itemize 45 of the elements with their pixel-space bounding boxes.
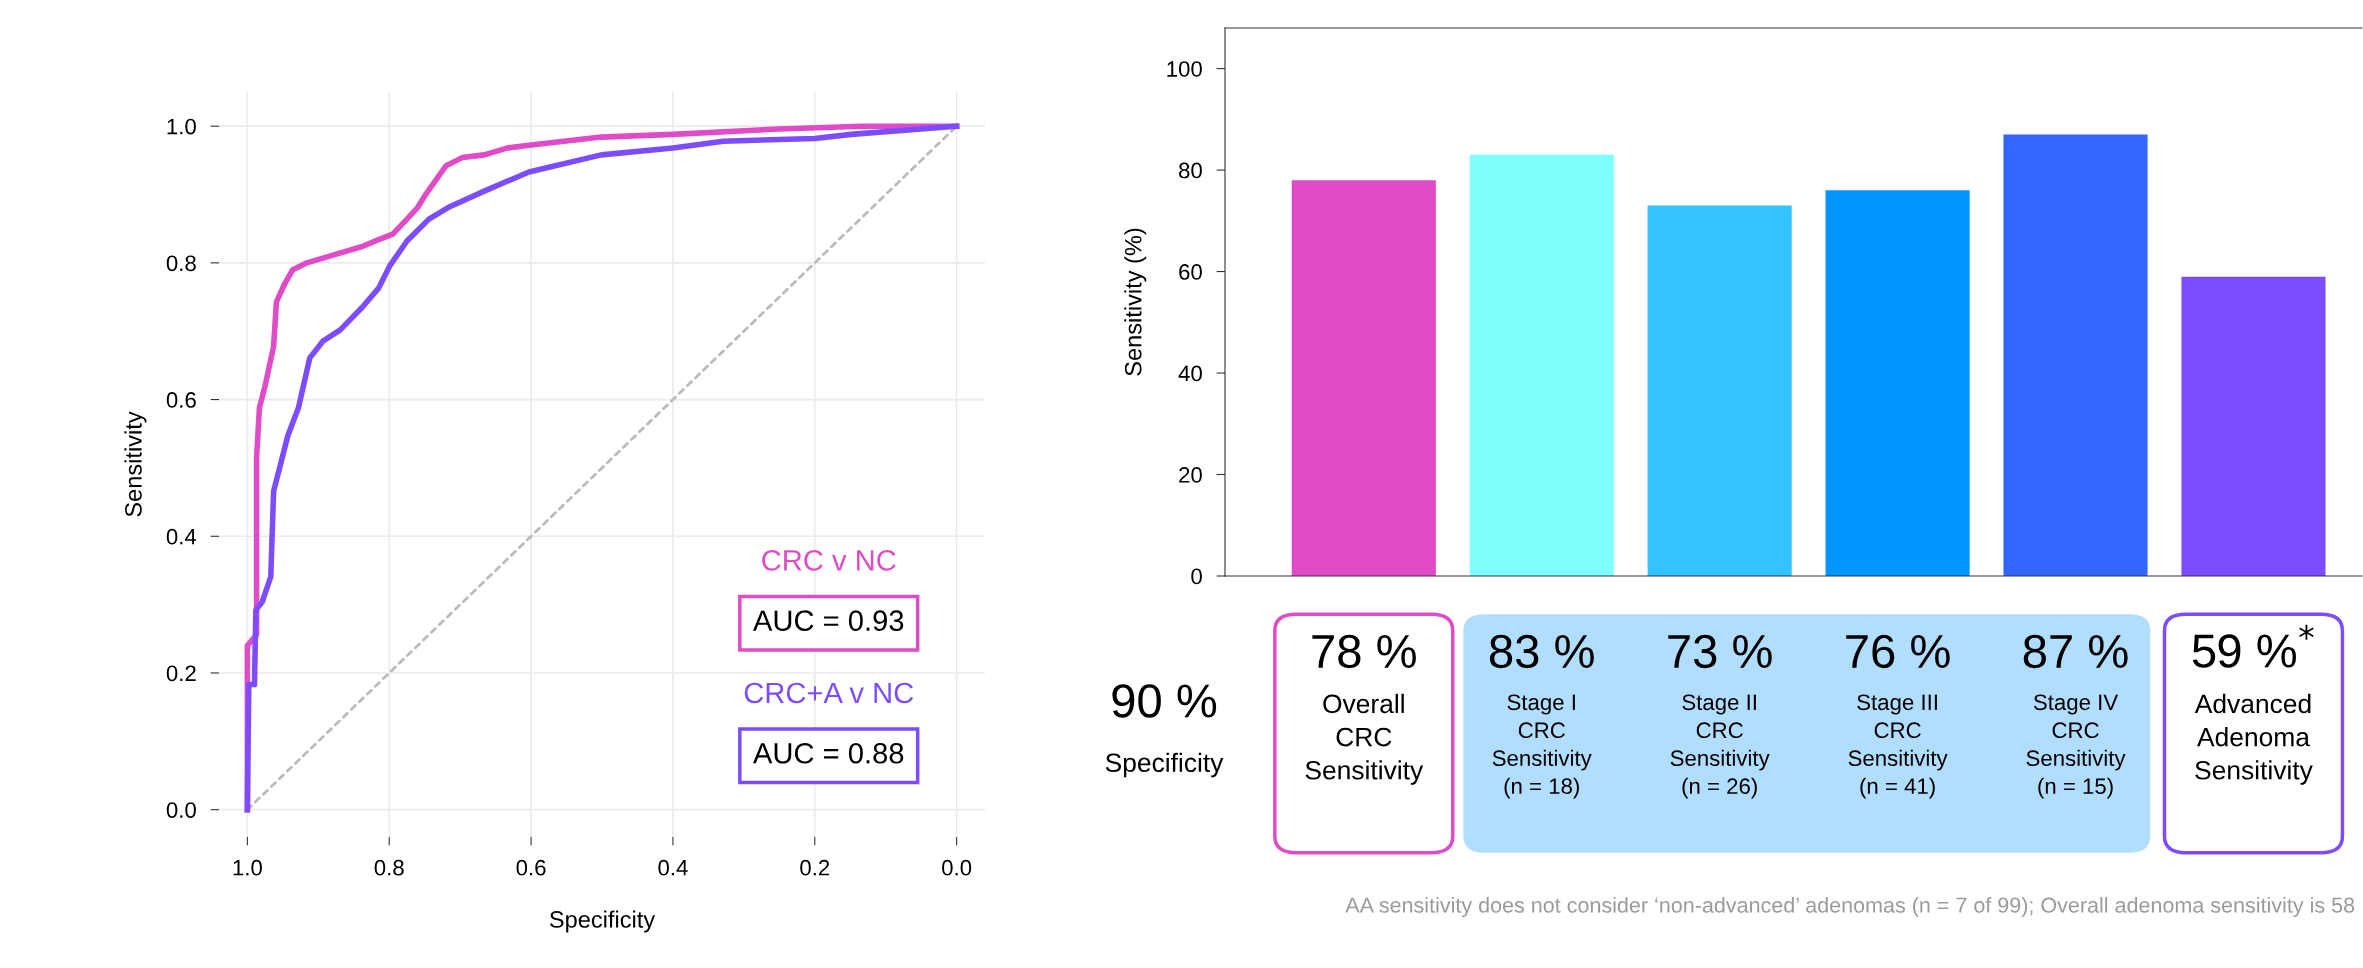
bar <box>2003 134 2148 576</box>
data-label: 87 % <box>2023 634 2128 669</box>
text: CRC v NC <box>762 550 896 571</box>
y-tick-label: 0 <box>1191 568 1202 585</box>
x-tick-label: Stage IV CRC Sensitivity (n = 15) <box>2026 694 2126 799</box>
x-tick-label: Stage I CRC Sensitivity (n = 18) <box>1492 694 1592 799</box>
y-tick-label: 0.0 <box>166 802 196 818</box>
x-tick-label: Stage III CRC Sensitivity (n = 41) <box>1848 694 1948 799</box>
y-tick-label: 0.6 <box>166 392 196 408</box>
text: AA sensitivity does not consider ‘non-advanced’ adenomas (n = 7 of 99); Overall adenoma sensitivity is 58 <box>1345 896 2355 918</box>
data-label: 73 % <box>1668 634 1772 669</box>
bar <box>1825 190 1970 576</box>
x-tick-label: 0.0 <box>942 859 972 876</box>
y-tick-label: 0.8 <box>166 255 196 272</box>
y-tick-label: 0.4 <box>166 528 197 545</box>
data-label: 83 % <box>1489 634 1594 669</box>
x-tick-label: 0.8 <box>374 859 404 876</box>
data-label: 59 %$^{*}$ <box>2192 624 2314 668</box>
annotation: AUC = 0.88 <box>753 742 904 764</box>
y-tick-label: 20 <box>1179 467 1202 483</box>
bar <box>2181 276 2326 576</box>
x-tick-label: Overall CRC Sensitivity <box>1305 693 1424 785</box>
bar <box>1469 154 1614 576</box>
y-tick-label: 80 <box>1179 162 1202 179</box>
x-tick-label: 1.0 <box>233 859 262 876</box>
data-label: 76 % <box>1846 634 1950 669</box>
text: 90 % Specificity <box>1105 684 1224 778</box>
bar <box>1647 205 1792 576</box>
x-tick-label: 0.6 <box>516 859 546 876</box>
x-tick-label: 0.2 <box>800 859 830 876</box>
y-axis-title: Sensitivity (%) <box>1124 228 1147 376</box>
data-label: 78 % <box>1312 634 1416 669</box>
x-tick-label: 0.4 <box>658 859 688 876</box>
annotation: AUC = 0.93 <box>753 610 904 632</box>
y-tick-label: 1.0 <box>167 118 196 135</box>
text: CRC+A v NC <box>744 682 914 704</box>
x-axis-title: Specificity <box>549 910 656 933</box>
y-tick-label: 40 <box>1178 365 1202 382</box>
x-tick-label: Advanced Adenoma Sensitivity <box>2194 693 2313 785</box>
y-axis-title: Sensitivity <box>124 411 147 517</box>
y-tick-label: 60 <box>1179 264 1202 280</box>
y-tick-label: 0.2 <box>166 665 196 682</box>
bar <box>1291 180 1436 576</box>
x-tick-label: Stage II CRC Sensitivity (n = 26) <box>1670 694 1770 799</box>
y-tick-label: 100 <box>1167 61 1202 77</box>
